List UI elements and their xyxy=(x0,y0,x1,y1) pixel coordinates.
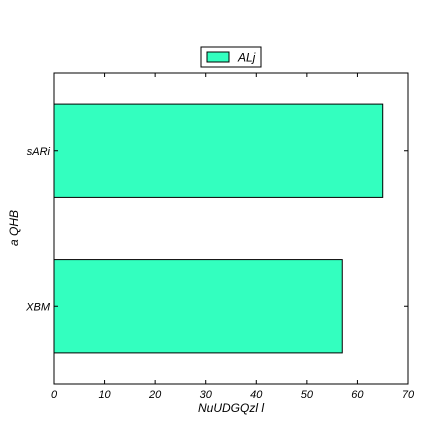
bar-sARi xyxy=(54,104,383,197)
legend: ALj xyxy=(201,47,261,67)
x-tick-label: 0 xyxy=(51,389,58,401)
y-tick-label: XBM xyxy=(25,301,51,313)
bar-XBM xyxy=(54,260,342,353)
x-tick-label: 40 xyxy=(250,389,263,401)
x-tick-label: 50 xyxy=(301,389,314,401)
x-tick-label: 60 xyxy=(351,389,364,401)
x-tick-label: 30 xyxy=(200,389,213,401)
x-axis-label: NuUDGQzl l xyxy=(198,401,264,415)
y-axis-label: a QHB xyxy=(7,210,21,246)
x-tick-label: 70 xyxy=(402,389,415,401)
x-tick-label: 20 xyxy=(148,389,162,401)
legend-entry-label: ALj xyxy=(237,51,256,65)
y-tick-label: sARi xyxy=(27,146,51,158)
x-tick-label: 10 xyxy=(98,389,111,401)
legend-swatch xyxy=(207,52,229,62)
